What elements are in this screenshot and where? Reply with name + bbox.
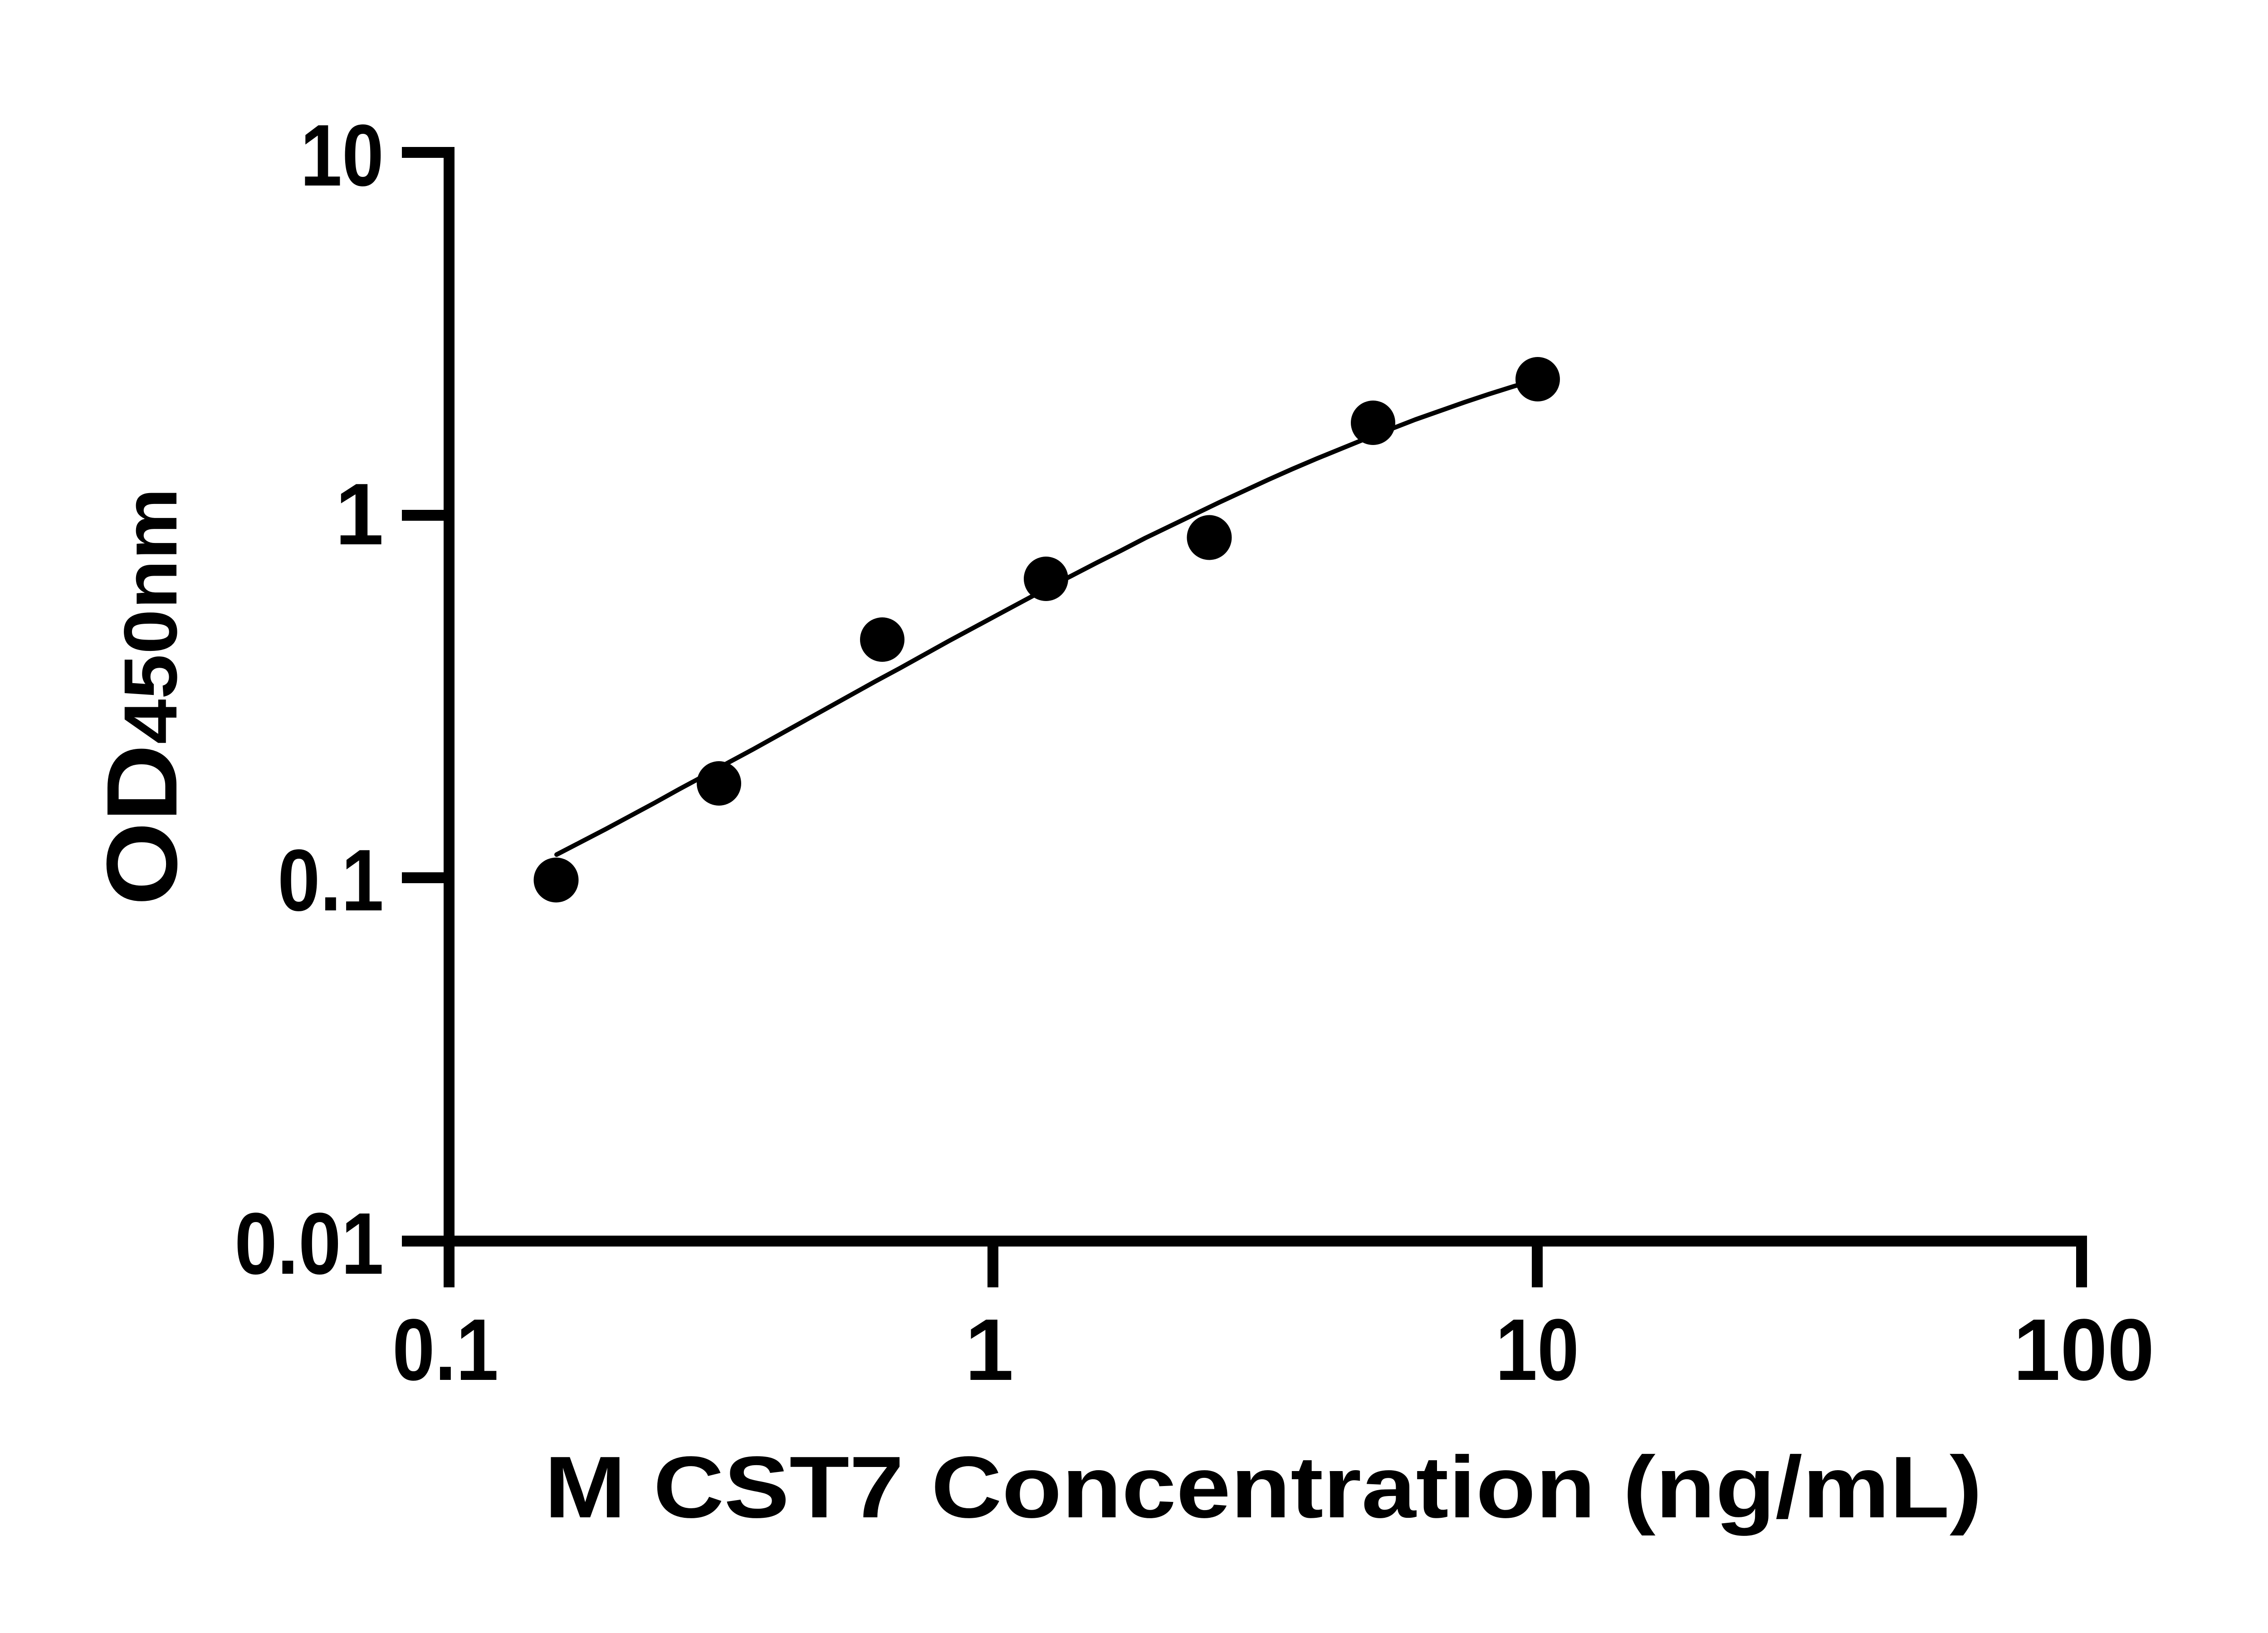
svg-text:100: 100 [2014, 1301, 2155, 1398]
svg-text:0.1: 0.1 [392, 1301, 499, 1398]
svg-text:OD450nm: OD450nm [86, 488, 198, 906]
svg-text:0.01: 0.01 [235, 1194, 384, 1292]
svg-text:1: 1 [335, 465, 384, 563]
svg-text:0.1: 0.1 [278, 831, 384, 929]
svg-text:10: 10 [1496, 1301, 1579, 1398]
svg-text:10: 10 [300, 106, 384, 204]
svg-text:1: 1 [965, 1301, 1013, 1398]
svg-text:M CST7 Concentration (ng/mL): M CST7 Concentration (ng/mL) [544, 1438, 1982, 1536]
